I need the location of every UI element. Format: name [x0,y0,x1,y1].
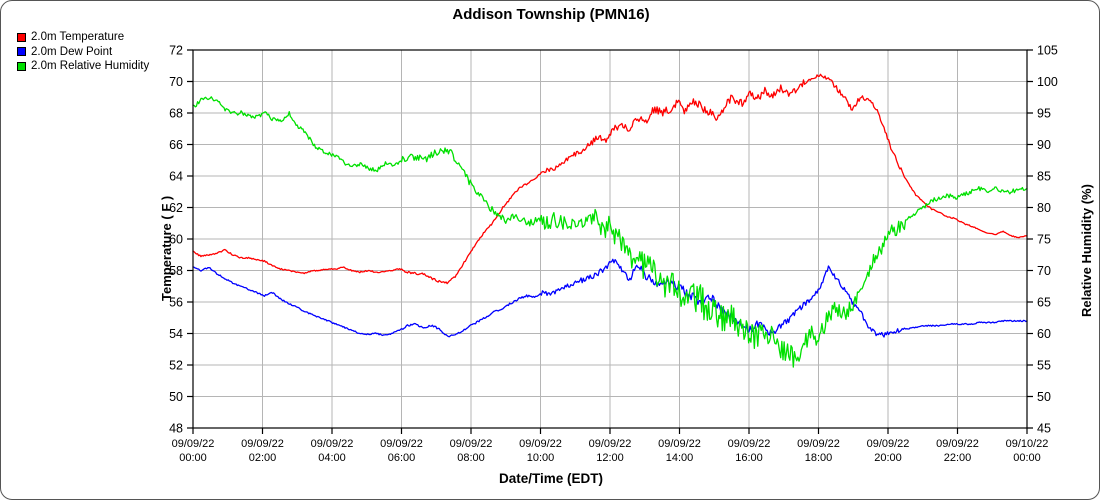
svg-text:60: 60 [169,233,183,247]
legend-item-temperature[interactable]: 2.0m Temperature [17,30,149,45]
svg-text:45: 45 [1037,422,1051,436]
svg-text:00:00: 00:00 [179,452,207,464]
series-line-2-0m-temperature [192,73,1028,285]
svg-text:09/09/22: 09/09/22 [797,438,840,450]
svg-text:09/09/22: 09/09/22 [311,438,354,450]
svg-text:09/09/22: 09/09/22 [589,438,632,450]
svg-text:90: 90 [1037,138,1051,152]
legend-label-dew-point: 2.0m Dew Point [31,45,113,58]
svg-text:06:00: 06:00 [388,452,416,464]
svg-text:16:00: 16:00 [735,452,763,464]
legend-item-dew-point[interactable]: 2.0m Dew Point [17,45,149,60]
svg-text:08:00: 08:00 [457,452,485,464]
svg-text:54: 54 [169,327,183,341]
x-axis-ticks: 09/09/22 00:00 09/09/22 02:00 09/09/22 04:00 0… [172,428,1049,464]
svg-text:64: 64 [169,170,183,184]
plot-frame [192,49,1028,429]
svg-text:09/09/22: 09/09/22 [936,438,979,450]
svg-text:02:00: 02:00 [249,452,277,464]
svg-text:58: 58 [169,264,183,278]
svg-text:66: 66 [169,138,183,152]
svg-text:55: 55 [1037,359,1051,373]
svg-text:09/09/22: 09/09/22 [380,438,423,450]
svg-text:100: 100 [1037,75,1058,89]
chart-legend: 2.0m Temperature 2.0m Dew Point 2.0m Rel… [17,30,149,74]
svg-text:72: 72 [169,44,183,58]
grid-lines [193,50,1027,428]
left-axis-label: Temperature ( F ) [159,195,174,301]
square-swatch-icon [17,47,26,57]
right-axis-ticks: 45 50 55 60 65 70 75 80 85 90 95 100 105 [1027,44,1058,436]
svg-text:09/09/22: 09/09/22 [450,438,493,450]
svg-text:60: 60 [1037,327,1051,341]
svg-text:09/09/22: 09/09/22 [867,438,910,450]
svg-text:18:00: 18:00 [805,452,833,464]
square-swatch-icon [17,32,26,42]
left-axis-ticks: 48 50 52 54 56 58 60 62 64 66 68 70 72 [169,44,193,436]
series-line-2-0m-dew-point [192,258,1028,338]
svg-text:14:00: 14:00 [666,452,694,464]
svg-text:95: 95 [1037,107,1051,121]
svg-text:50: 50 [169,390,183,404]
svg-text:22:00: 22:00 [944,452,972,464]
svg-text:52: 52 [169,359,183,373]
svg-text:09/09/22: 09/09/22 [658,438,701,450]
x-axis-label: Date/Time (EDT) [498,471,604,486]
svg-text:09/09/22: 09/09/22 [728,438,771,450]
legend-item-relative-humidity[interactable]: 2.0m Relative Humidity [17,59,149,74]
svg-text:62: 62 [169,201,183,215]
svg-text:20:00: 20:00 [874,452,902,464]
svg-text:09/09/22: 09/09/22 [519,438,562,450]
legend-label-temperature: 2.0m Temperature [31,31,125,43]
svg-text:00:00: 00:00 [1013,452,1041,464]
svg-text:50: 50 [1037,390,1051,404]
svg-text:09/09/22: 09/09/22 [241,438,284,450]
svg-text:105: 105 [1037,44,1058,58]
svg-text:70: 70 [169,75,183,89]
svg-text:68: 68 [169,107,183,121]
series-line-2-0m-relative-humidity [192,96,1028,368]
svg-text:09/09/22: 09/09/22 [172,438,215,450]
square-swatch-icon [17,61,26,71]
svg-text:65: 65 [1037,296,1051,310]
page-title: Addison Township (PMN16) [452,6,650,23]
svg-text:10:00: 10:00 [527,452,555,464]
svg-text:48: 48 [169,422,183,436]
svg-text:85: 85 [1037,170,1051,184]
svg-text:56: 56 [169,296,183,310]
svg-text:80: 80 [1037,201,1051,215]
svg-text:09/10/22: 09/10/22 [1006,438,1049,450]
data-series-layer [192,73,1028,368]
right-axis-label: Relative Humidity (%) [1079,184,1094,317]
svg-text:04:00: 04:00 [318,452,346,464]
legend-label-relative-humidity: 2.0m Relative Humidity [31,60,150,72]
svg-text:75: 75 [1037,233,1051,247]
svg-text:12:00: 12:00 [596,452,624,464]
svg-text:70: 70 [1037,264,1051,278]
